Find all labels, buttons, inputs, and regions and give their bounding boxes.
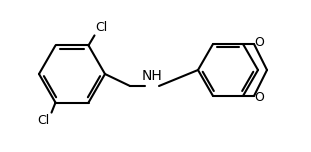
Text: O: O [254,36,264,48]
Text: Cl: Cl [95,21,108,34]
Text: Cl: Cl [37,114,49,127]
Text: O: O [254,92,264,104]
Text: NH: NH [142,69,162,83]
